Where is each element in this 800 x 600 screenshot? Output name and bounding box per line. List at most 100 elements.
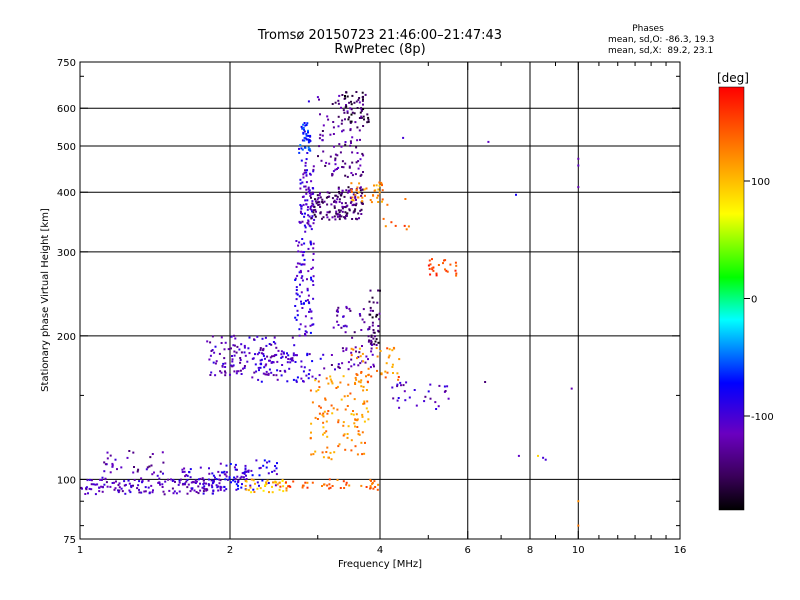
- data-point: [347, 425, 350, 428]
- data-point: [168, 489, 171, 492]
- data-point: [338, 211, 341, 214]
- data-point: [335, 212, 338, 215]
- data-point: [340, 215, 343, 218]
- data-point: [240, 486, 243, 489]
- data-point: [359, 158, 362, 161]
- data-point: [132, 471, 135, 474]
- data-point: [199, 466, 202, 469]
- data-point: [235, 372, 238, 375]
- data-point: [305, 124, 308, 126]
- data-point: [233, 466, 236, 469]
- data-point: [355, 378, 358, 381]
- data-point: [233, 476, 236, 479]
- data-point: [392, 372, 394, 374]
- data-point: [437, 264, 440, 266]
- data-point: [85, 486, 88, 489]
- data-point: [285, 356, 287, 359]
- data-point: [413, 389, 416, 391]
- colorbar: [deg] 100 0 -100: [717, 71, 774, 511]
- data-point: [137, 484, 140, 487]
- data-point: [362, 389, 365, 392]
- data-point: [298, 147, 300, 150]
- data-point: [282, 490, 285, 493]
- data-point: [309, 134, 312, 137]
- data-point: [361, 352, 364, 355]
- data-point: [190, 488, 193, 491]
- data-point: [344, 331, 347, 334]
- data-point: [328, 218, 331, 221]
- data-point: [146, 466, 149, 469]
- data-point: [221, 365, 224, 368]
- data-point: [341, 347, 344, 350]
- data-point: [330, 380, 333, 383]
- data-point: [367, 335, 370, 338]
- data-point: [373, 343, 376, 346]
- data-point: [274, 342, 277, 345]
- data-point: [303, 185, 306, 188]
- data-point: [370, 344, 373, 346]
- data-point: [170, 478, 172, 481]
- data-point: [358, 433, 361, 436]
- data-point: [454, 261, 457, 264]
- data-point: [265, 481, 267, 484]
- data-point: [349, 140, 352, 143]
- data-point: [320, 159, 323, 162]
- data-point: [208, 358, 211, 361]
- data-point: [370, 347, 373, 350]
- data-point: [306, 481, 309, 484]
- data-point: [352, 348, 355, 351]
- data-point: [300, 147, 303, 150]
- data-point: [291, 359, 293, 362]
- data-point: [342, 325, 345, 328]
- data-point: [241, 472, 244, 475]
- data-point: [376, 369, 378, 372]
- data-point: [397, 376, 400, 378]
- data-point: [162, 472, 164, 475]
- data-point: [294, 277, 297, 280]
- data-point: [305, 331, 308, 334]
- data-point: [310, 228, 313, 231]
- data-point: [143, 490, 146, 493]
- data-point: [360, 385, 363, 388]
- data-point: [245, 480, 248, 483]
- data-point: [147, 479, 150, 482]
- data-point: [319, 357, 322, 360]
- data-point: [305, 174, 308, 177]
- data-point: [394, 224, 397, 227]
- data-point: [245, 488, 248, 491]
- data-point: [316, 201, 319, 204]
- data-point: [223, 348, 226, 351]
- data-point: [330, 458, 333, 461]
- data-point: [443, 385, 446, 388]
- data-point: [339, 487, 342, 489]
- data-point: [270, 371, 273, 374]
- data-point: [225, 475, 228, 478]
- data-point: [316, 198, 319, 201]
- data-point: [307, 294, 310, 297]
- data-point: [211, 472, 214, 475]
- data-point: [264, 357, 266, 360]
- data-point: [369, 306, 372, 309]
- data-point: [266, 479, 269, 482]
- data-point: [363, 118, 365, 121]
- phases-box: Phases mean, sd,O: -86.3, 19.3 mean, sd,…: [608, 24, 714, 56]
- data-point: [319, 133, 322, 136]
- data-point: [312, 168, 315, 171]
- data-point: [203, 485, 206, 488]
- data-point: [319, 212, 322, 215]
- data-point: [444, 390, 447, 392]
- data-point: [220, 471, 223, 474]
- data-point: [267, 373, 270, 376]
- data-point: [262, 347, 265, 350]
- x-tick-label: 8: [527, 545, 533, 556]
- data-point: [361, 453, 364, 456]
- data-point: [361, 91, 364, 94]
- data-point: [308, 215, 311, 218]
- data-point: [330, 354, 333, 356]
- data-point: [80, 486, 83, 489]
- data-point: [372, 487, 375, 490]
- data-point: [402, 136, 405, 139]
- data-point: [226, 478, 229, 481]
- data-point: [322, 124, 325, 127]
- data-point: [403, 390, 406, 393]
